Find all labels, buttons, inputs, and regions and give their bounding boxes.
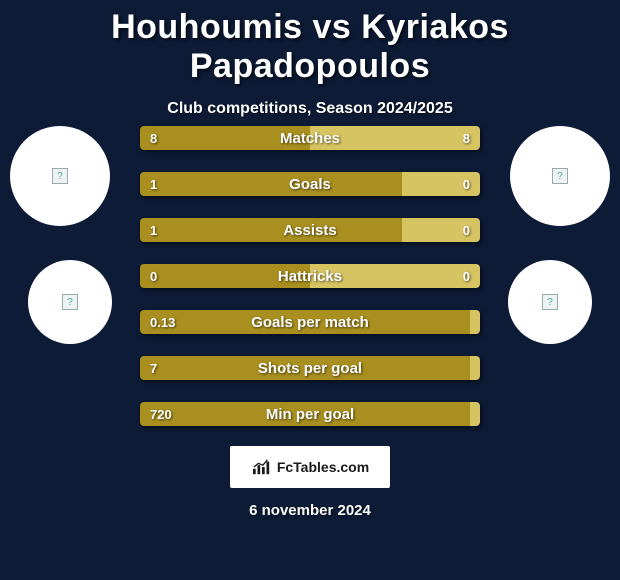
watermark: FcTables.com	[230, 446, 390, 488]
image-placeholder-icon: ?	[542, 294, 558, 310]
stat-bar-right	[310, 264, 480, 288]
player1-avatar: ?	[10, 126, 110, 226]
page-title: Houhoumis vs Kyriakos Papadopoulos	[0, 0, 620, 86]
stat-row: Shots per goal7	[140, 356, 480, 380]
stat-row: Matches88	[140, 126, 480, 150]
stat-bar-right	[310, 126, 480, 150]
image-placeholder-icon: ?	[552, 168, 568, 184]
stat-bar-left	[140, 264, 310, 288]
stat-bar-left	[140, 126, 310, 150]
stat-bar-right	[402, 172, 480, 196]
stat-bar-left	[140, 356, 470, 380]
stat-row: Min per goal720	[140, 402, 480, 426]
stat-row: Goals per match0.13	[140, 310, 480, 334]
stat-bar-right	[470, 402, 480, 426]
stat-row: Goals10	[140, 172, 480, 196]
image-placeholder-icon: ?	[62, 294, 78, 310]
stat-bar-left	[140, 310, 470, 334]
player2-avatar: ?	[510, 126, 610, 226]
stat-bar-right	[470, 310, 480, 334]
team1-avatar: ?	[28, 260, 112, 344]
stat-bar-left	[140, 402, 470, 426]
chart-icon	[251, 458, 273, 476]
image-placeholder-icon: ?	[52, 168, 68, 184]
stat-row: Hattricks00	[140, 264, 480, 288]
stats-comparison: Matches88 Goals10 Assists10 Hattricks00 Goal…	[140, 126, 480, 448]
stat-bar-left	[140, 218, 402, 242]
stat-bar-right	[402, 218, 480, 242]
watermark-text: FcTables.com	[277, 459, 369, 475]
subtitle: Club competitions, Season 2024/2025	[0, 100, 620, 118]
stat-bar-right	[470, 356, 480, 380]
date-label: 6 november 2024	[0, 502, 620, 519]
team2-avatar: ?	[508, 260, 592, 344]
stat-row: Assists10	[140, 218, 480, 242]
stat-bar-left	[140, 172, 402, 196]
